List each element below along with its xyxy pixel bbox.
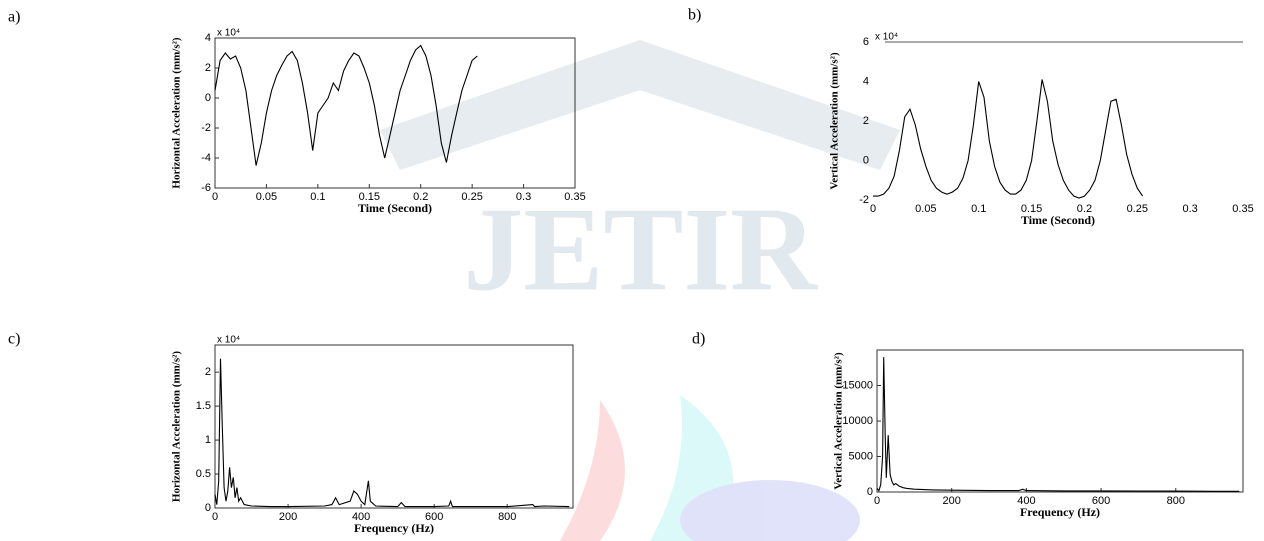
plot-frame <box>876 349 1244 493</box>
y-tick-label: 2 <box>863 115 869 127</box>
x-tick-label: 0 <box>212 191 218 203</box>
y-tick-label: 0 <box>205 92 211 104</box>
y-tick-label: 4 <box>205 32 211 44</box>
x-tick-label: 0.15 <box>359 191 380 203</box>
x-tick-label: 800 <box>1167 495 1185 507</box>
x-tick-label: 0 <box>212 511 218 523</box>
x-tick-label: 0.15 <box>1021 203 1042 215</box>
x-tick-label: 0.25 <box>1127 203 1148 215</box>
x-tick-label: 200 <box>279 511 297 523</box>
y-tick-label: 15000 <box>842 379 873 391</box>
x-tick-label: 0.25 <box>461 191 482 203</box>
x-tick-label: 0.2 <box>413 191 428 203</box>
x-tick-label: 0.35 <box>1232 203 1253 215</box>
plot-frame <box>214 344 574 509</box>
y-tick-label: 2 <box>205 62 211 74</box>
y-tick-label: 0 <box>863 154 869 166</box>
y-tick-label: 10000 <box>842 415 873 427</box>
y-tick-label: 1.5 <box>196 400 211 412</box>
x-tick-label: 0.1 <box>310 191 325 203</box>
panel-label: a) <box>8 9 20 26</box>
y-tick-label: 4 <box>863 75 869 87</box>
y-tick-label: 0 <box>205 502 211 514</box>
y-tick-label: 5000 <box>849 450 873 462</box>
y-tick-label: 0 <box>867 486 873 498</box>
y-tick-label: 2 <box>205 366 211 378</box>
data-line <box>876 357 1240 492</box>
x-tick-label: 0.1 <box>971 203 986 215</box>
x-tick-label: 0.2 <box>1077 203 1092 215</box>
x-tick-label: 600 <box>425 511 443 523</box>
y-tick-label: -4 <box>201 152 211 164</box>
y-tick-label: 6 <box>863 36 869 48</box>
y-tick-label: -2 <box>859 194 869 206</box>
panel-label: b) <box>688 7 701 24</box>
x-axis-label: Time (Second) <box>358 201 432 215</box>
x-axis-label: Frequency (Hz) <box>354 521 434 535</box>
exponent-label: x 10⁴ <box>875 32 898 43</box>
x-tick-label: 0 <box>870 203 876 215</box>
x-tick-label: 0.35 <box>564 191 585 203</box>
x-tick-label: 400 <box>352 511 370 523</box>
y-tick-label: -2 <box>201 122 211 134</box>
exponent-label: x 10⁴ <box>217 28 240 39</box>
y-tick-label: -6 <box>201 182 211 194</box>
x-tick-label: 600 <box>1092 495 1110 507</box>
x-tick-label: 0.05 <box>915 203 936 215</box>
x-axis-label: Frequency (Hz) <box>1020 505 1100 519</box>
y-tick-label: 0.5 <box>196 468 211 480</box>
x-tick-label: 0.3 <box>516 191 531 203</box>
y-axis-label: Horizontal Acceleration (mm/s²) <box>171 37 183 188</box>
data-line <box>873 79 1144 199</box>
x-tick-label: 0.3 <box>1182 203 1197 215</box>
exponent-label: x 10⁴ <box>217 335 240 346</box>
data-line <box>214 44 478 166</box>
x-tick-label: 0 <box>874 495 880 507</box>
x-axis-label: Time (Second) <box>1021 213 1095 227</box>
y-axis-label: Horizontal Acceleration (mm/s²) <box>171 351 183 502</box>
plot-frame <box>214 37 576 189</box>
watermark: JETIR <box>463 183 818 316</box>
x-tick-label: 800 <box>498 511 516 523</box>
y-axis-label: Vertical Acceleration (mm/s²) <box>833 352 845 490</box>
panel-label: c) <box>8 331 20 348</box>
x-tick-label: 400 <box>1017 495 1035 507</box>
x-tick-label: 0.05 <box>256 191 277 203</box>
panel-label: d) <box>692 331 705 348</box>
x-tick-label: 200 <box>943 495 961 507</box>
y-tick-label: 1 <box>205 434 211 446</box>
y-axis-label: Vertical Acceleration (mm/s²) <box>829 52 841 190</box>
data-line <box>214 358 570 508</box>
watermark-shapes <box>380 40 900 541</box>
